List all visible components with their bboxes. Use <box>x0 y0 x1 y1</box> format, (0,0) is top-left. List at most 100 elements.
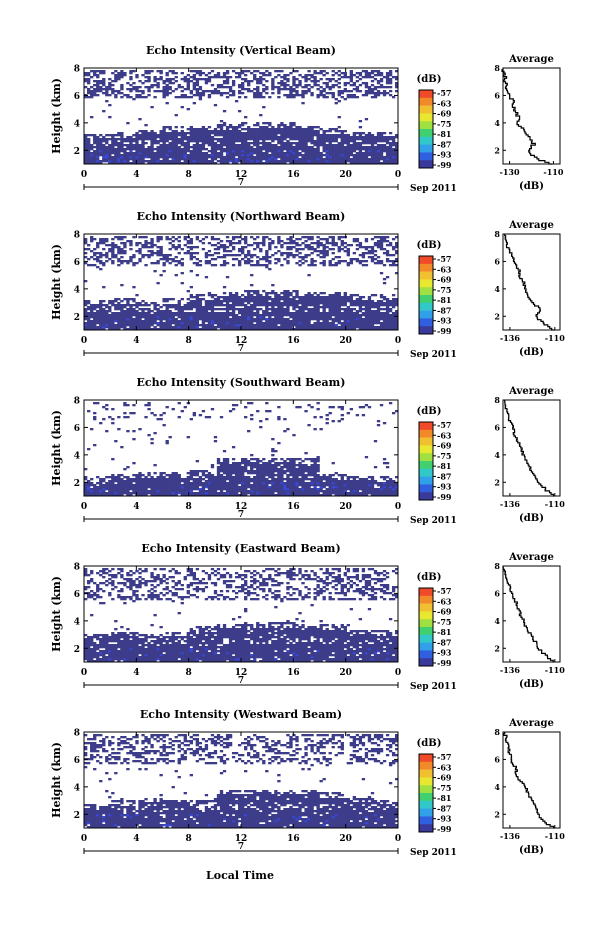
echo-cell <box>340 152 344 155</box>
y-tick-label: 4 <box>74 119 80 129</box>
echo-cell <box>307 328 311 331</box>
echo-cell <box>391 142 396 145</box>
echo-cell <box>141 322 145 325</box>
echo-cell <box>222 256 227 259</box>
echo-cell <box>147 246 151 249</box>
echo-cell <box>286 304 290 307</box>
echo-cell <box>304 254 308 257</box>
echo-cell <box>174 76 178 79</box>
echo-cell <box>204 74 209 77</box>
echo-cell <box>111 326 115 329</box>
echo-cell <box>135 152 139 155</box>
echo-cell <box>241 258 245 261</box>
echo-cell <box>177 138 181 141</box>
echo-cell <box>180 328 184 331</box>
echo-cell <box>150 152 154 155</box>
echo-cell <box>126 144 130 147</box>
echo-cell <box>87 244 91 247</box>
echo-cell <box>123 74 127 77</box>
echo-cell <box>204 236 209 239</box>
echo-cell <box>313 160 317 163</box>
echo-cell <box>219 154 224 157</box>
echo-cell <box>213 238 218 241</box>
echo-cell <box>198 140 203 143</box>
echo-cell <box>373 86 378 89</box>
echo-cell <box>334 84 338 87</box>
echo-cell <box>99 478 103 481</box>
echo-cell <box>289 86 293 89</box>
echo-cell <box>177 306 181 309</box>
echo-cell <box>346 324 350 327</box>
echo-cell <box>168 254 172 257</box>
echo-cell <box>87 302 91 305</box>
echo-cell <box>340 90 344 93</box>
echo-cell <box>153 156 157 159</box>
echo-cell <box>84 318 88 321</box>
echo-cell <box>201 148 206 151</box>
echo-cell <box>126 320 130 323</box>
echo-cell <box>370 318 375 321</box>
echo-cell <box>385 140 390 143</box>
echo-cell <box>147 478 151 481</box>
echo-cell <box>129 136 133 139</box>
echo-cell <box>316 246 320 249</box>
echo-cell <box>165 86 169 89</box>
echo-cell <box>132 262 136 265</box>
echo-cell <box>126 240 130 243</box>
echo-cell <box>114 484 118 487</box>
echo-cell <box>120 138 124 141</box>
echo-cell <box>141 474 145 477</box>
echo-cell <box>355 248 360 251</box>
echo-cell <box>219 144 224 147</box>
echo-cell <box>256 94 260 97</box>
echo-cell <box>138 250 142 253</box>
echo-cell <box>322 160 326 163</box>
echo-cell <box>331 86 335 89</box>
echo-cell <box>162 262 166 265</box>
echo-cell <box>153 312 157 315</box>
echo-cell <box>262 322 266 325</box>
echo-cell <box>319 94 323 97</box>
echo-cell <box>162 156 166 159</box>
echo-cell <box>120 238 124 241</box>
echo-cell <box>180 156 184 159</box>
echo-cell <box>361 138 366 141</box>
echo-cell <box>247 90 251 93</box>
echo-cell <box>210 90 215 93</box>
echo-cell <box>222 138 227 141</box>
echo-cell <box>274 152 278 155</box>
echo-cell <box>331 140 335 143</box>
echo-cell <box>313 292 317 295</box>
echo-cell <box>135 96 139 99</box>
echo-cell <box>367 134 372 137</box>
echo-cell <box>346 134 350 137</box>
echo-cell <box>325 246 329 249</box>
echo-cell <box>277 296 281 299</box>
echo-cell <box>268 314 272 317</box>
echo-cell <box>159 236 163 239</box>
echo-cell <box>189 80 193 83</box>
echo-cell <box>274 316 278 319</box>
echo-cell <box>192 326 197 329</box>
echo-cell <box>253 248 257 251</box>
echo-cell <box>210 312 215 315</box>
echo-cell <box>256 246 260 249</box>
echo-cell <box>135 90 139 93</box>
echo-cell <box>283 314 287 317</box>
echo-cell <box>96 154 100 157</box>
echo-cell <box>355 144 360 147</box>
echo-cell <box>231 134 236 137</box>
echo-cell <box>216 238 221 241</box>
echo-cell <box>349 324 354 327</box>
echo-cell <box>319 134 323 137</box>
echo-cell <box>292 256 296 259</box>
echo-cell <box>241 154 245 157</box>
echo-cell <box>189 306 193 309</box>
echo-cell <box>295 90 299 93</box>
echo-cell <box>307 296 311 299</box>
echo-cell <box>219 328 224 331</box>
echo-cell <box>117 324 121 327</box>
echo-cell <box>310 150 314 153</box>
echo-cell <box>216 138 221 141</box>
echo-cell <box>280 134 284 137</box>
